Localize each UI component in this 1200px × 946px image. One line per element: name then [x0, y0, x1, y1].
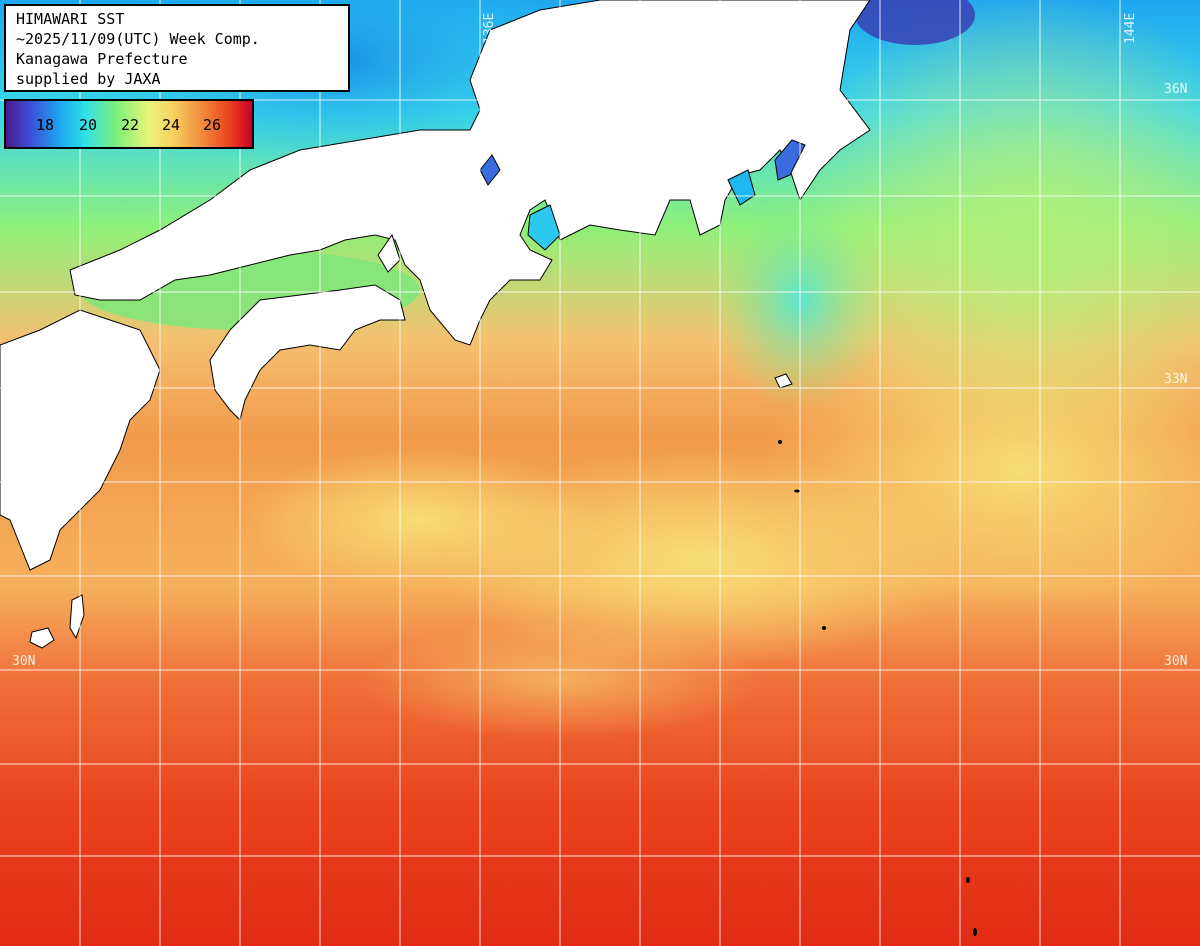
- land-island-small-2: [794, 489, 800, 493]
- title-line-2: ~2025/11/09(UTC) Week Comp.: [16, 30, 260, 48]
- legend-label-24: 24: [162, 116, 181, 134]
- land-honshu: [69, 0, 871, 346]
- land-island-izu: [774, 373, 793, 389]
- lat-label-30n-right: 30N: [1164, 654, 1188, 669]
- lat-label-33n: 33N: [1164, 372, 1188, 387]
- lake-kasumigaura: [774, 139, 806, 181]
- land-island-small-5: [973, 928, 977, 936]
- sea-yellow-patch-2: [240, 450, 600, 590]
- color-legend: 18 20 22 24 26: [4, 99, 254, 149]
- land-island-small-3: [822, 626, 826, 630]
- bay-wakasa: [479, 154, 501, 186]
- legend-label-20: 20: [79, 116, 98, 134]
- legend-label-26: 26: [203, 116, 222, 134]
- land-island-small-4: [966, 877, 970, 883]
- bay-ise: [527, 204, 561, 251]
- legend-label-18: 18: [36, 116, 55, 134]
- title-line-3: Kanagawa Prefecture: [16, 50, 188, 68]
- legend-label-22: 22: [121, 116, 140, 134]
- lat-label-36n: 36N: [1164, 82, 1188, 97]
- title-line-4: supplied by JAXA: [16, 70, 161, 88]
- land-island-small-1: [778, 440, 782, 444]
- title-line-1: HIMAWARI SST: [16, 10, 125, 28]
- lon-label-136e: 136E: [482, 12, 497, 44]
- land-shikoku: [209, 284, 406, 421]
- land-island-yakushima: [29, 627, 55, 649]
- lon-label-144e: 144E: [1123, 12, 1138, 44]
- title-box: HIMAWARI SST ~2025/11/09(UTC) Week Comp.…: [4, 4, 350, 92]
- lat-label-30n-left: 30N: [12, 654, 36, 669]
- sea-north-purple: [855, 0, 975, 45]
